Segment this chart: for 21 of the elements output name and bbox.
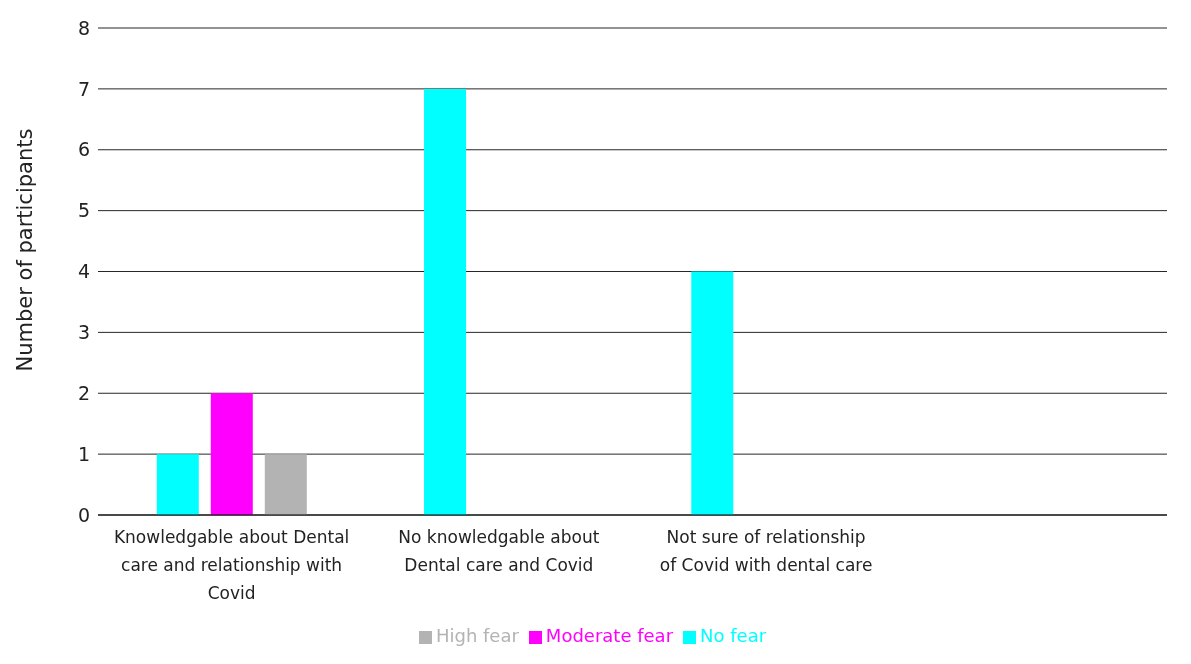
y-tick-label: 8 — [77, 16, 90, 39]
bar — [156, 454, 199, 515]
legend-label: No fear — [700, 625, 767, 646]
y-tick-label: 6 — [77, 138, 90, 161]
bar — [424, 88, 467, 515]
y-tick-label: 3 — [77, 321, 90, 344]
x-tick-label: Not sure of relationship of Covid with dental care — [659, 527, 873, 575]
x-tick-label: Knowledgable about Dental care and relationship with Covid — [113, 527, 350, 603]
y-axis-title: Number of participants — [13, 128, 38, 372]
x-tick-label: No knowledgable about Dental care and Covid — [398, 527, 600, 575]
bar — [210, 393, 253, 515]
y-tick-label: 5 — [77, 199, 90, 222]
y-tick-label: 1 — [77, 442, 90, 465]
bar — [264, 454, 307, 515]
y-tick-label: 0 — [77, 503, 90, 526]
y-tick-label: 2 — [77, 381, 90, 404]
bar — [691, 271, 734, 515]
legend-label: High fear — [435, 625, 519, 646]
y-tick-label: 7 — [77, 77, 90, 100]
y-tick-label: 4 — [77, 260, 90, 283]
legend-label: Moderate fear — [545, 625, 674, 646]
